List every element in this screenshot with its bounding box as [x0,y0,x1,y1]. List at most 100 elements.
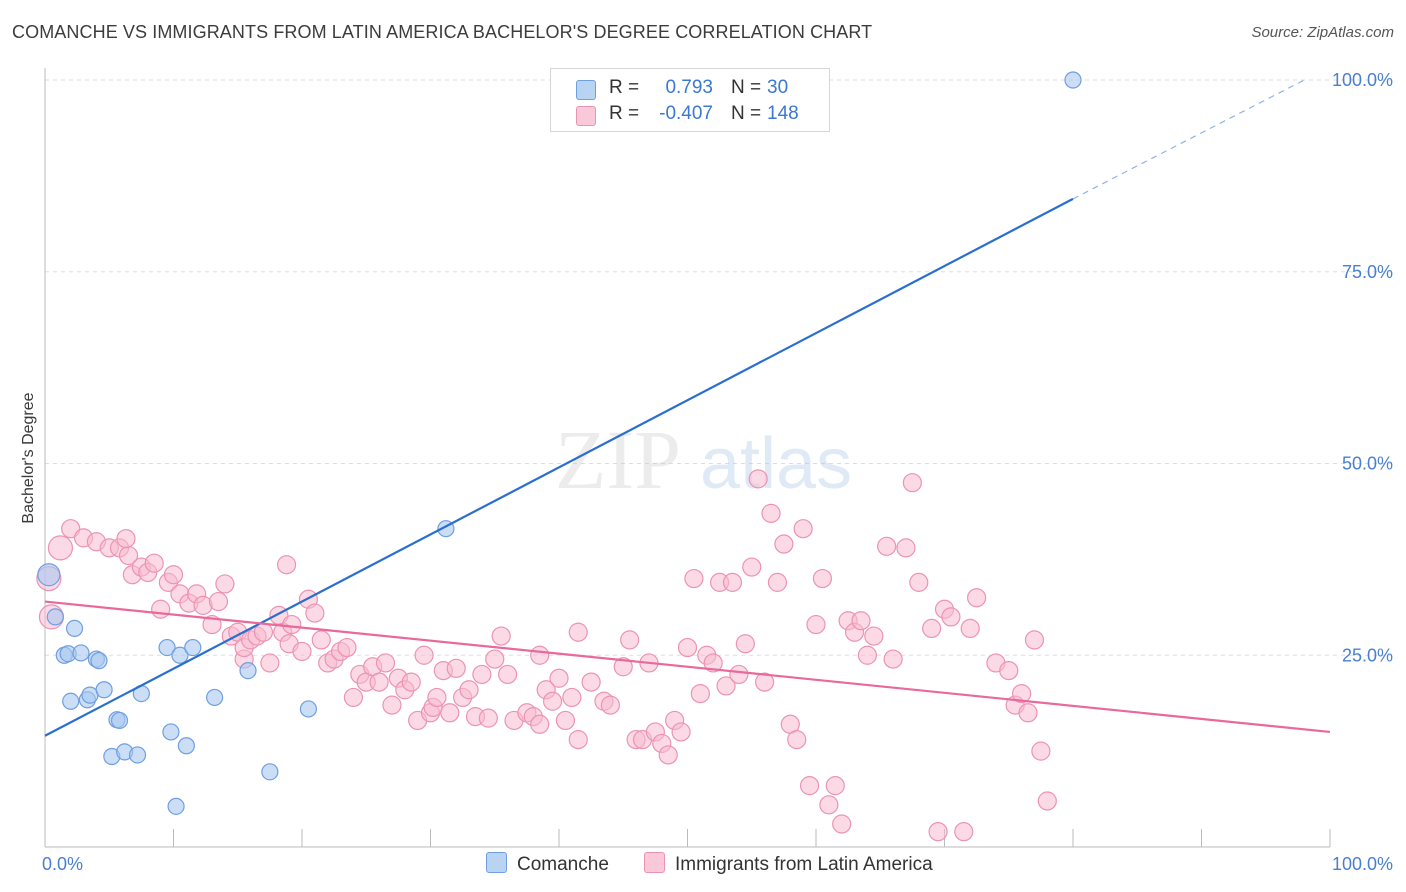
immigrants-point [47,535,74,561]
immigrants-point [774,534,794,554]
immigrants-point [414,645,434,665]
immigrants-point [864,626,884,646]
immigrants-point [767,572,788,592]
immigrants-point [427,687,447,708]
immigrants-point [562,687,582,708]
immigrants-point [787,730,807,750]
immigrants-point [151,599,171,619]
immigrants-point [613,657,633,677]
immigrants-point [877,536,897,556]
immigrants-point [857,645,878,665]
immigrants-point [735,634,755,654]
immigrants-point [485,649,505,669]
immigrants-point [215,574,235,594]
immigrants-point [793,519,813,539]
immigrants-point [116,529,136,549]
comanche-point [162,723,180,741]
immigrants-point [1018,703,1038,723]
immigrants-point [928,822,948,842]
legend-swatch-comanche [576,80,596,100]
watermark-zip: ZIP [555,414,681,507]
comanche-point [177,737,195,755]
comanche-point [128,746,147,764]
immigrants-point [658,745,678,765]
immigrants-point [703,653,723,673]
immigrants-point [305,603,325,623]
bottom-legend-label: Comanche [517,854,609,875]
x-tick-label: 0.0% [42,854,83,874]
immigrants-trendline [44,600,1331,734]
immigrants-point [722,572,743,592]
immigrants-point [446,658,466,678]
immigrants-point [382,695,402,715]
comanche-point [72,644,90,662]
y-axis-label: Bachelor's Degree [20,392,37,523]
legend-r-value: 0.793 [665,77,713,98]
comanche-point [95,681,113,699]
immigrants-point [163,565,184,585]
legend-row-comanche: R = 0.793 N = 30 [551,75,829,101]
immigrants-point [1024,630,1045,650]
immigrants-point [549,668,569,688]
bottom-legend-comanche: Comanche [486,852,609,876]
legend-n-label: N = [731,103,762,124]
immigrants-point [806,614,826,635]
immigrants-point [909,572,929,592]
immigrants-point [478,708,498,728]
immigrants-point [883,649,903,669]
comanche-point [261,763,279,781]
comanche-point [299,700,318,718]
trendlines [44,79,1331,737]
comanche-point [46,608,64,626]
legend-row-immigrants: R = -0.407 N = 148 [551,101,829,127]
immigrants-point [311,630,331,650]
comanche-point [206,688,224,707]
immigrants-point [754,672,775,692]
immigrants-point [459,680,479,700]
immigrants-point [292,641,312,662]
legend-n-label: N = [731,77,762,98]
tick-labels: 25.0% 50.0% 75.0% 100.0% 0.0% 100.0% [42,70,1393,874]
immigrants-point [825,776,845,796]
immigrants-point [999,660,1019,681]
immigrants-point [600,695,621,715]
comanche-point [158,638,176,657]
immigrants-point [260,653,280,673]
immigrants-point [144,553,164,573]
immigrants-point [530,714,550,734]
comanche-point [37,563,61,587]
comanche-trendline [44,197,1074,737]
immigrants-point [282,614,302,635]
immigrants-point [542,691,563,711]
immigrants-point [748,469,768,489]
immigrants-point [716,676,736,696]
gridlines [45,79,1392,656]
immigrants-point [472,664,492,685]
chart-title: COMANCHE VS IMMIGRANTS FROM LATIN AMERIC… [12,22,873,42]
immigrants-point [902,473,922,493]
y-tick-label: 75.0% [1342,262,1393,282]
bottom-legend-label: Immigrants from Latin America [675,854,933,875]
legend-swatch-immigrants [576,106,596,126]
immigrants-point [530,645,550,665]
immigrants-point [851,611,871,631]
immigrants-point [491,626,511,646]
comanche-point [171,646,189,664]
immigrants-point [896,538,916,558]
source-label: Source: ZipAtlas.com [1251,24,1394,41]
comanche-trendline-extension [1072,79,1305,200]
comanche-point [90,652,108,670]
immigrants-point [555,710,576,731]
immigrants-point [337,637,357,658]
immigrants-point [967,588,987,608]
immigrants-point [922,618,942,639]
comanche-point [1064,71,1082,89]
immigrants-point [799,776,820,796]
x-tick-label: 100.0% [1332,854,1393,874]
immigrants-point [276,555,297,575]
bottom-swatch-immigrants [644,852,665,873]
immigrants-point [343,687,363,708]
y-tick-label: 50.0% [1342,454,1393,474]
comanche-point [65,619,84,638]
